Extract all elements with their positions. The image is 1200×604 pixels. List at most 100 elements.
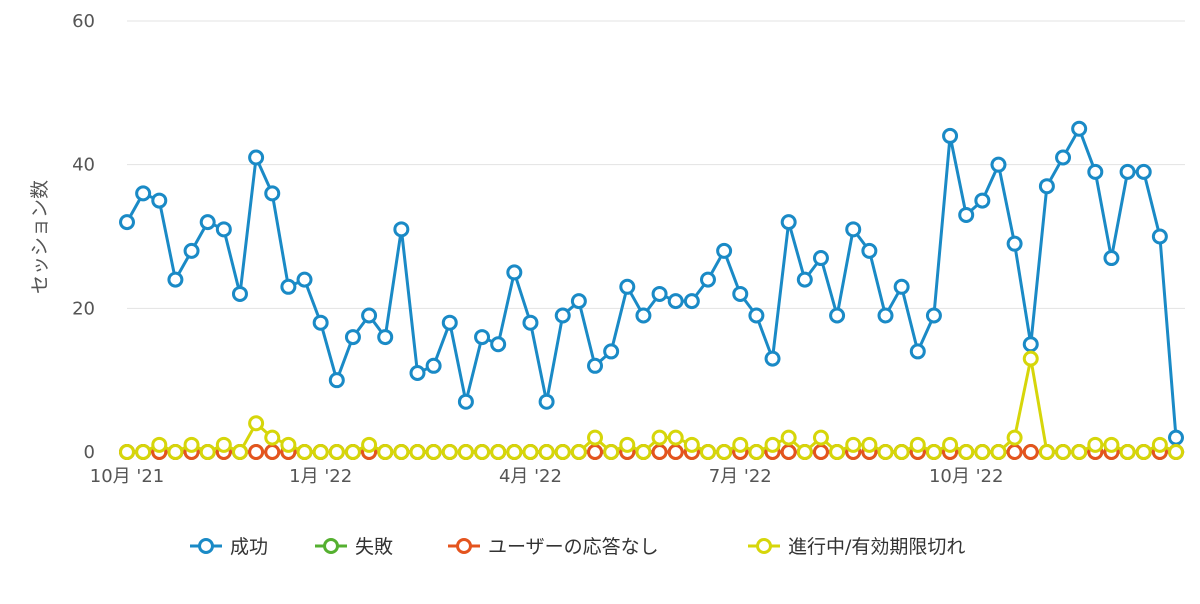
data-point[interactable] <box>699 444 716 460</box>
data-point[interactable] <box>1022 444 1039 460</box>
data-point[interactable] <box>635 444 652 460</box>
data-point[interactable] <box>280 436 297 453</box>
data-point[interactable] <box>377 329 394 346</box>
data-point[interactable] <box>942 436 959 453</box>
data-point[interactable] <box>1071 444 1088 460</box>
data-point[interactable] <box>861 436 878 453</box>
data-point[interactable] <box>490 336 507 353</box>
data-point[interactable] <box>764 436 781 453</box>
data-point[interactable] <box>457 393 474 410</box>
data-point[interactable] <box>183 242 200 259</box>
data-point[interactable] <box>877 444 894 460</box>
data-point[interactable] <box>893 444 910 460</box>
data-point[interactable] <box>1168 429 1184 446</box>
legend-item[interactable]: 失敗 <box>315 536 393 558</box>
data-point[interactable] <box>990 444 1007 460</box>
data-point[interactable] <box>425 357 442 374</box>
data-point[interactable] <box>651 285 668 302</box>
data-point[interactable] <box>231 444 248 460</box>
data-point[interactable] <box>732 436 749 453</box>
data-point[interactable] <box>231 285 248 302</box>
data-point[interactable] <box>1006 444 1023 460</box>
data-point[interactable] <box>1103 436 1120 453</box>
data-point[interactable] <box>861 242 878 259</box>
data-point[interactable] <box>1119 163 1136 180</box>
data-point[interactable] <box>1055 149 1072 166</box>
data-point[interactable] <box>845 436 862 453</box>
data-point[interactable] <box>538 444 555 460</box>
data-point[interactable] <box>812 444 829 460</box>
data-point[interactable] <box>1006 429 1023 446</box>
data-point[interactable] <box>1022 336 1039 353</box>
data-point[interactable] <box>474 444 491 460</box>
data-point[interactable] <box>264 444 281 460</box>
data-point[interactable] <box>683 436 700 453</box>
data-point[interactable] <box>683 293 700 310</box>
data-point[interactable] <box>167 444 184 460</box>
data-point[interactable] <box>1087 436 1104 453</box>
data-point[interactable] <box>812 250 829 267</box>
data-point[interactable] <box>248 415 265 432</box>
data-point[interactable] <box>425 444 442 460</box>
data-point[interactable] <box>361 436 378 453</box>
data-point[interactable] <box>764 350 781 367</box>
data-point[interactable] <box>974 192 991 209</box>
data-point[interactable] <box>119 444 135 460</box>
data-point[interactable] <box>506 264 523 281</box>
data-point[interactable] <box>780 444 797 460</box>
data-point[interactable] <box>716 444 733 460</box>
data-point[interactable] <box>328 372 345 389</box>
data-point[interactable] <box>651 444 668 460</box>
data-point[interactable] <box>1103 250 1120 267</box>
data-point[interactable] <box>587 357 604 374</box>
data-point[interactable] <box>845 221 862 238</box>
data-point[interactable] <box>667 429 684 446</box>
data-point[interactable] <box>554 444 571 460</box>
data-point[interactable] <box>1151 228 1168 245</box>
data-point[interactable] <box>1071 120 1088 137</box>
data-point[interactable] <box>570 444 587 460</box>
data-point[interactable] <box>958 206 975 223</box>
data-point[interactable] <box>409 444 426 460</box>
data-point[interactable] <box>280 278 297 295</box>
data-point[interactable] <box>522 314 539 331</box>
data-point[interactable] <box>877 307 894 324</box>
data-point[interactable] <box>748 444 765 460</box>
data-point[interactable] <box>796 271 813 288</box>
data-point[interactable] <box>554 307 571 324</box>
data-point[interactable] <box>635 307 652 324</box>
legend-item[interactable]: ユーザーの応答なし <box>448 536 659 558</box>
data-point[interactable] <box>538 393 555 410</box>
data-point[interactable] <box>1135 444 1152 460</box>
data-point[interactable] <box>667 293 684 310</box>
data-point[interactable] <box>135 185 152 202</box>
data-point[interactable] <box>409 364 426 381</box>
data-point[interactable] <box>570 293 587 310</box>
data-point[interactable] <box>925 307 942 324</box>
data-point[interactable] <box>1119 444 1136 460</box>
data-point[interactable] <box>619 278 636 295</box>
data-point[interactable] <box>829 444 846 460</box>
data-point[interactable] <box>264 429 281 446</box>
data-point[interactable] <box>829 307 846 324</box>
data-point[interactable] <box>490 444 507 460</box>
data-point[interactable] <box>667 444 684 460</box>
data-point[interactable] <box>522 444 539 460</box>
data-point[interactable] <box>151 436 168 453</box>
data-point[interactable] <box>361 307 378 324</box>
data-point[interactable] <box>990 156 1007 173</box>
data-point[interactable] <box>296 271 313 288</box>
data-point[interactable] <box>1022 350 1039 367</box>
data-point[interactable] <box>215 221 232 238</box>
data-point[interactable] <box>151 192 168 209</box>
data-point[interactable] <box>1168 444 1184 460</box>
data-point[interactable] <box>909 343 926 360</box>
data-point[interactable] <box>925 444 942 460</box>
data-point[interactable] <box>587 429 604 446</box>
data-point[interactable] <box>215 436 232 453</box>
data-point[interactable] <box>199 214 216 231</box>
data-point[interactable] <box>1038 444 1055 460</box>
data-point[interactable] <box>796 444 813 460</box>
data-point[interactable] <box>651 429 668 446</box>
data-point[interactable] <box>167 271 184 288</box>
